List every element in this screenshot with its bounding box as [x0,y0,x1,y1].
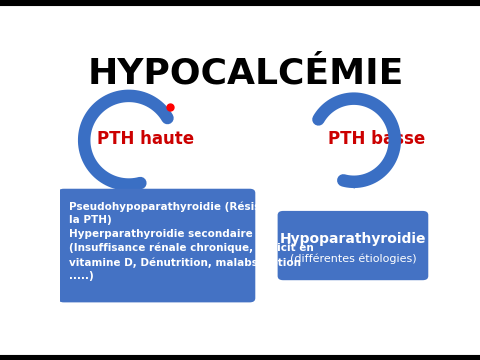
Text: (différentes étiologies): (différentes étiologies) [289,254,416,264]
FancyBboxPatch shape [58,189,255,302]
Text: HYPOCALCÉMIE: HYPOCALCÉMIE [88,57,404,91]
FancyBboxPatch shape [277,211,428,280]
Text: PTH haute: PTH haute [97,130,194,148]
Text: Pseudohypoparathyroidie (Résistance à
la PTH)
Hyperparathyroidie secondaire
(Ins: Pseudohypoparathyroidie (Résistance à la… [69,201,314,281]
Text: Hypoparathyroidie: Hypoparathyroidie [280,233,426,247]
Text: PTH basse: PTH basse [328,130,425,148]
